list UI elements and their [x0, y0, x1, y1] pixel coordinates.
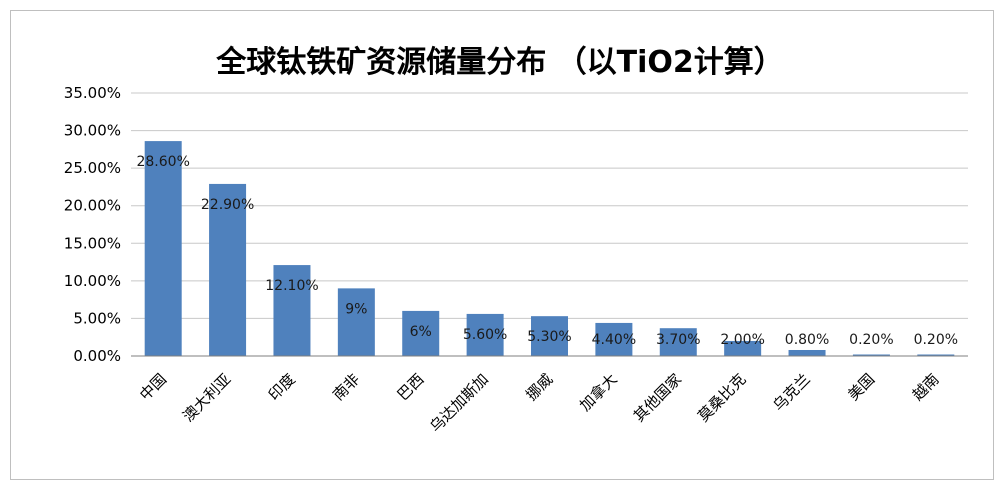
y-axis-ticks: 0.00% 5.00% 10.00% 15.00% 20.00% 25.00% 30.00%…	[64, 84, 121, 365]
bar	[788, 349, 826, 356]
y-tick-label: 30.00%	[64, 122, 121, 140]
y-tick-label: 35.00%	[64, 84, 121, 102]
x-category-label: 乌克兰	[769, 370, 814, 415]
y-tick-label: 0.00%	[73, 347, 121, 365]
bar	[917, 354, 955, 356]
data-label: 0.20%	[914, 332, 958, 348]
data-label: 22.90%	[201, 197, 254, 213]
data-labels: 28.60% 22.90% 12.10% 9% 6% 5.60% 5.30% 4.40% 3.7…	[136, 154, 958, 348]
data-label: 4.40%	[592, 332, 636, 348]
data-label: 0.20%	[849, 332, 893, 348]
data-label: 0.80%	[785, 332, 829, 348]
x-category-label: 澳大利亚	[179, 370, 234, 425]
bar	[337, 288, 375, 356]
x-category-label: 美国	[844, 370, 878, 404]
x-category-label: 巴西	[394, 370, 428, 404]
data-label: 6%	[410, 324, 432, 340]
x-category-label: 越南	[909, 370, 943, 404]
x-category-label: 挪威	[522, 370, 556, 404]
bar	[144, 141, 182, 356]
y-tick-label: 15.00%	[64, 234, 121, 252]
data-label: 2.00%	[720, 332, 764, 348]
data-label: 28.60%	[136, 154, 189, 170]
data-label: 12.10%	[265, 278, 318, 294]
bars	[144, 141, 955, 356]
bar	[531, 316, 568, 356]
bar	[659, 328, 697, 356]
x-category-label: 加拿大	[576, 370, 621, 415]
y-tick-label: 25.00%	[64, 159, 121, 177]
data-label: 3.70%	[656, 332, 700, 348]
y-tick-label: 5.00%	[73, 309, 121, 327]
bar	[852, 354, 890, 356]
bar	[724, 340, 762, 356]
gridlines	[131, 92, 968, 319]
bar	[273, 265, 311, 356]
x-category-label: 印度	[265, 370, 299, 404]
x-category-label: 南非	[329, 370, 363, 404]
chart-title: 全球钛铁矿资源储量分布 （以TiO2计算）	[215, 45, 784, 80]
bar	[209, 183, 247, 356]
x-category-label: 中国	[136, 370, 170, 404]
y-tick-label: 10.00%	[64, 272, 121, 290]
bar	[402, 310, 440, 356]
x-category-label: 乌达加斯加	[426, 370, 492, 436]
y-tick-label: 20.00%	[64, 197, 121, 215]
data-label: 5.60%	[463, 327, 507, 343]
bar	[595, 322, 633, 356]
data-label: 9%	[345, 301, 367, 317]
bar	[466, 313, 504, 356]
x-category-label: 其他国家	[630, 370, 685, 425]
x-category-label: 莫桑比克	[694, 370, 749, 425]
data-label: 5.30%	[527, 329, 571, 345]
